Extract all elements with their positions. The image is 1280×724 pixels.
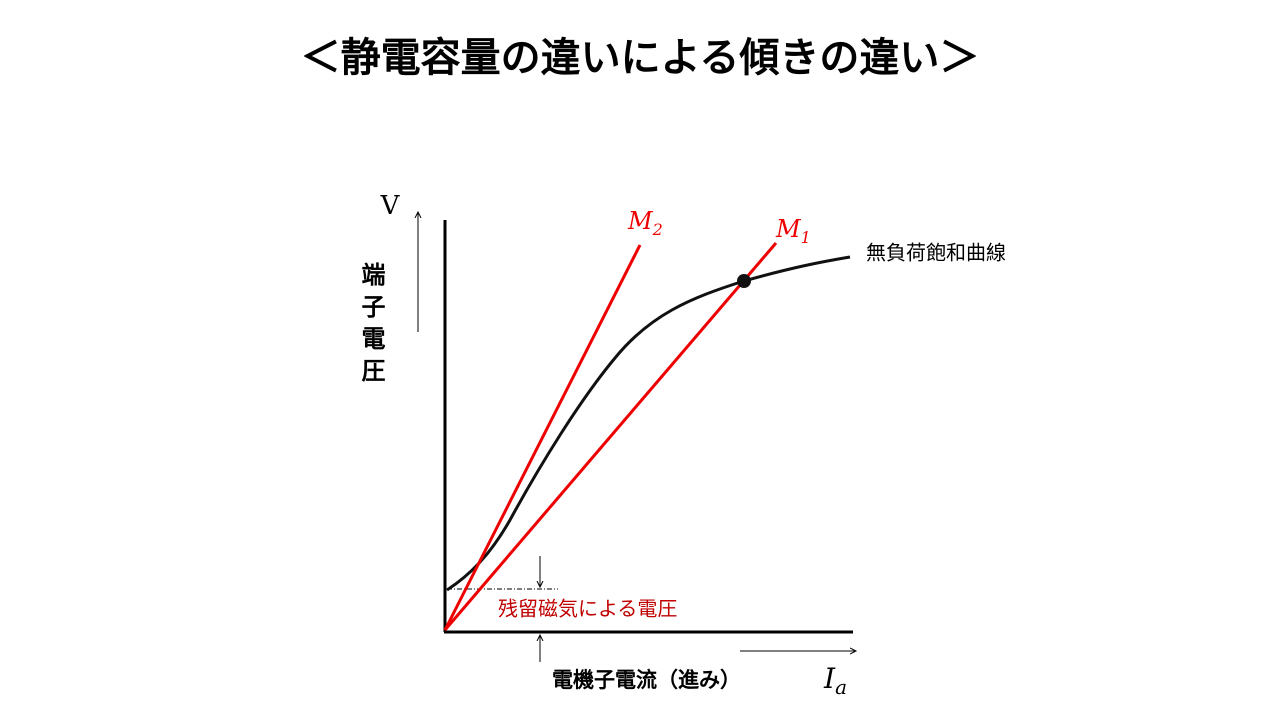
y-label: 端子電圧 (357, 262, 385, 390)
y-symbol: V (380, 191, 401, 221)
residual-label: 残留磁気による電圧 (498, 597, 677, 621)
m1-label: M1 (775, 215, 811, 247)
saturation-curve (446, 255, 851, 592)
m2-sub: 2 (652, 220, 663, 239)
x-symbol-main: I (823, 662, 836, 695)
line-m2 (443, 244, 642, 631)
title: ＜静電容量の違いによる傾きの違い＞ (301, 35, 980, 81)
m1-symbol: M (775, 215, 802, 243)
intersection-point (737, 274, 751, 288)
m1-sub: 1 (801, 228, 811, 247)
line-m1 (443, 242, 778, 631)
x-symbol-sub: a (835, 675, 847, 699)
m2-label: M2 (627, 207, 663, 239)
x-label: 電機子電流（進み） (552, 668, 741, 692)
m2-symbol: M (627, 207, 654, 235)
x-symbol: Ia (823, 662, 847, 699)
curve-label: 無負荷飽和曲線 (866, 241, 1006, 265)
